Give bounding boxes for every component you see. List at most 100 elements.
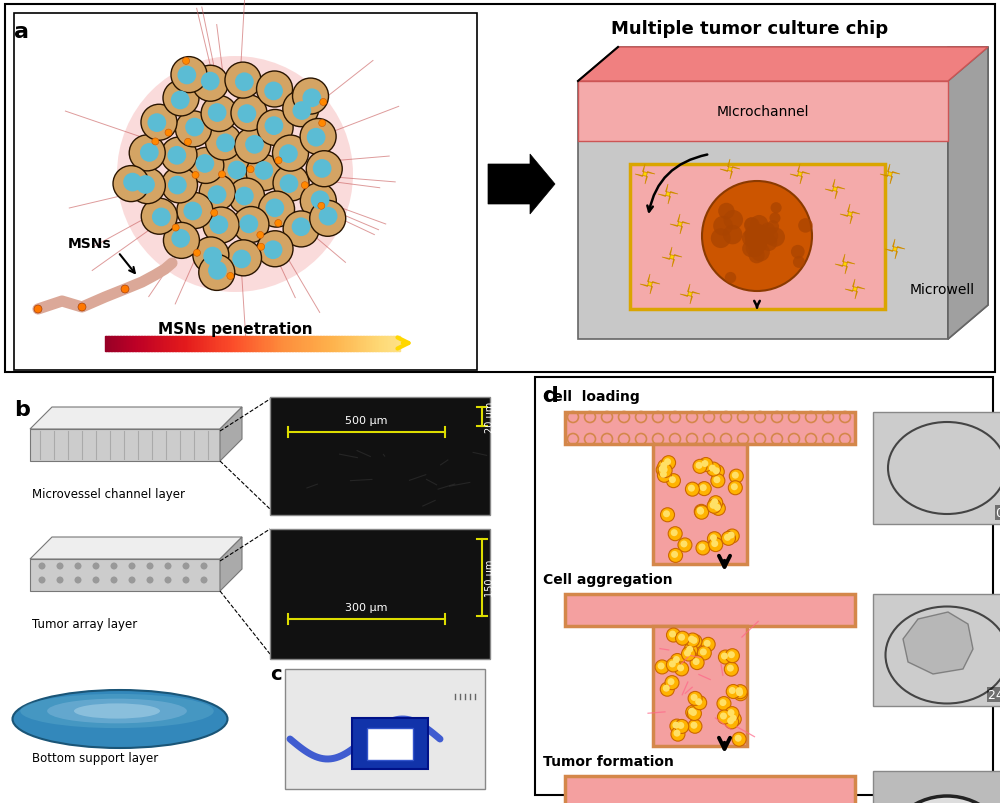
Circle shape [34,306,42,314]
Circle shape [147,577,154,584]
Circle shape [655,660,669,674]
Circle shape [232,251,251,269]
Circle shape [696,541,710,555]
Circle shape [690,656,704,670]
Circle shape [669,548,683,563]
Circle shape [235,187,254,206]
Text: Microvessel channel layer: Microvessel channel layer [32,487,185,500]
Circle shape [717,710,731,724]
Circle shape [697,508,704,515]
Circle shape [228,161,246,180]
Circle shape [707,532,721,546]
Circle shape [129,169,165,205]
Circle shape [745,218,758,231]
Circle shape [695,506,709,520]
FancyBboxPatch shape [873,413,1000,524]
FancyBboxPatch shape [630,165,885,310]
Circle shape [658,460,672,474]
Circle shape [140,144,159,162]
Circle shape [675,719,689,733]
Circle shape [664,459,671,466]
Circle shape [184,139,191,146]
Circle shape [319,207,337,226]
Circle shape [669,476,676,483]
Circle shape [78,304,86,312]
FancyBboxPatch shape [14,14,477,370]
Text: 24 h: 24 h [988,688,1000,701]
Circle shape [724,662,738,676]
Circle shape [680,540,687,548]
Circle shape [711,499,718,506]
Circle shape [718,203,735,220]
Circle shape [728,651,735,658]
Circle shape [723,226,742,245]
Circle shape [658,464,672,478]
Circle shape [717,697,731,711]
Circle shape [283,92,319,128]
Text: 0 h: 0 h [996,507,1000,520]
Circle shape [177,194,213,229]
Circle shape [136,176,155,194]
Circle shape [742,241,759,258]
Circle shape [709,538,723,552]
Circle shape [203,208,239,244]
Circle shape [165,577,172,584]
Text: MSNs penetration: MSNs penetration [158,321,312,336]
Text: Cell aggregation: Cell aggregation [543,573,673,586]
Circle shape [695,699,702,705]
FancyBboxPatch shape [535,377,993,795]
Circle shape [667,628,681,642]
Ellipse shape [13,690,228,748]
Circle shape [678,538,692,552]
Ellipse shape [20,694,214,728]
Circle shape [175,112,211,148]
Circle shape [129,563,136,570]
Circle shape [165,130,172,137]
Circle shape [748,234,767,254]
Ellipse shape [74,703,160,719]
Circle shape [709,465,716,472]
Circle shape [258,244,265,251]
Circle shape [702,181,812,291]
Circle shape [724,534,731,541]
Circle shape [771,203,782,214]
Circle shape [183,577,190,584]
Circle shape [192,66,228,102]
Circle shape [767,221,779,233]
FancyBboxPatch shape [270,529,490,659]
Text: 500 μm: 500 μm [345,415,387,426]
Polygon shape [220,407,242,462]
Circle shape [172,225,179,232]
Polygon shape [680,284,700,304]
Circle shape [129,136,165,172]
Circle shape [670,719,684,733]
Circle shape [688,485,695,492]
FancyBboxPatch shape [565,776,855,803]
Circle shape [183,563,190,570]
FancyBboxPatch shape [565,413,855,444]
Circle shape [663,685,670,692]
Circle shape [75,577,82,584]
Circle shape [161,168,197,204]
Circle shape [698,544,705,551]
Polygon shape [662,247,682,267]
Circle shape [57,563,64,570]
Circle shape [725,649,739,663]
Circle shape [686,646,693,653]
Circle shape [201,72,220,92]
Circle shape [745,235,757,247]
Circle shape [39,577,46,584]
Circle shape [709,496,723,510]
Polygon shape [578,48,988,82]
Polygon shape [825,180,845,200]
Circle shape [728,709,735,716]
Polygon shape [670,214,690,234]
Circle shape [113,166,149,202]
Circle shape [293,79,329,115]
Circle shape [686,634,700,647]
Circle shape [726,685,740,699]
Circle shape [668,527,682,541]
Circle shape [671,529,678,536]
Circle shape [727,712,741,726]
Circle shape [761,228,778,245]
